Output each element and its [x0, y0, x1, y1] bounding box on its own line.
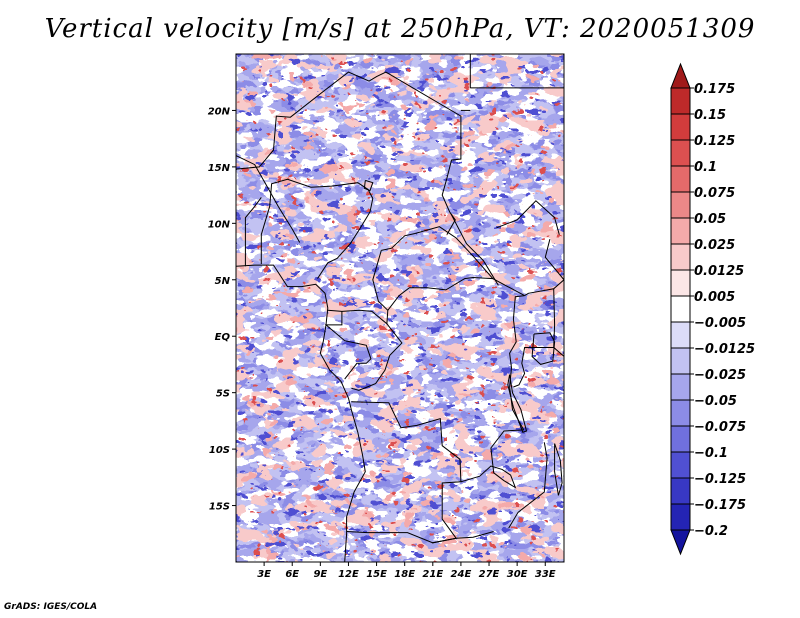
colorbar-label: 0.0125: [694, 264, 744, 279]
x-tick-label: 18E: [394, 569, 415, 580]
colorbar-label: 0.005: [694, 290, 735, 305]
colorbar-label: −0.125: [694, 472, 746, 487]
x-tick-label: 33E: [535, 569, 556, 580]
colorbar-label: −0.075: [694, 420, 746, 435]
colorbar-label: 0.1: [694, 160, 717, 175]
field-layer-6: [236, 54, 564, 562]
x-tick-label: 15E: [366, 569, 387, 580]
border-line: [346, 531, 494, 544]
colorbar-label: 0.15: [694, 108, 726, 123]
x-tick-label: 24E: [451, 569, 472, 580]
border-line: [363, 179, 374, 192]
country-borders: [236, 54, 564, 562]
y-axis: 20N 15N 10N 5N EQ 5S 10S 15S: [208, 106, 236, 513]
x-tick-label: 30E: [507, 569, 528, 580]
colorbar-label: −0.1: [694, 446, 728, 461]
border-line: [244, 197, 262, 267]
colorbar-box: [670, 87, 691, 115]
border-line: [524, 238, 564, 297]
y-tick-label: 15N: [208, 163, 231, 174]
colorbar-box: [670, 139, 691, 167]
border-line: [496, 200, 560, 235]
x-tick-label: 3E: [257, 569, 271, 580]
colorbar-label: 0.025: [694, 238, 735, 253]
x-tick-label: 12E: [338, 569, 359, 580]
border-line: [236, 264, 366, 562]
y-tick-label: EQ: [215, 332, 231, 343]
border-line: [450, 212, 499, 286]
colorbar-box: [670, 295, 691, 323]
colorbar-box: [670, 503, 691, 531]
border-line: [460, 429, 524, 489]
colorbar-box: [670, 191, 691, 219]
colorbar-box: [670, 217, 691, 245]
colorbar-box: [670, 165, 691, 193]
y-tick-label: 20N: [208, 106, 231, 117]
colorbar: 0.175 0.15 0.125 0.1 0.075 0.05 0.025 0.0125 0.0…: [670, 62, 755, 556]
x-tick-label: 6E: [285, 569, 299, 580]
border-line: [260, 178, 374, 279]
colorbar-upper-arrow: [670, 62, 691, 89]
border-line: [554, 443, 563, 496]
colorbar-box: [670, 269, 691, 297]
y-tick-label: 10N: [208, 219, 231, 230]
x-axis: 3E 6E 9E 12E 15E 18E 21E 24E 27E 30E 33E: [257, 562, 556, 580]
border-line: [507, 374, 528, 433]
colorbar-box: [670, 347, 691, 375]
border-line: [324, 311, 372, 380]
colorbar-label: 0.175: [694, 82, 735, 97]
border-line: [513, 347, 532, 388]
colorbar-box: [670, 373, 691, 401]
colorbar-box: [670, 321, 691, 349]
grads-credit: GrADS: IGES/COLA: [4, 602, 98, 612]
colorbar-box: [670, 451, 691, 479]
colorbar-label: −0.05: [694, 394, 737, 409]
colorbar-label: 0.125: [694, 134, 735, 149]
border-line: [381, 226, 525, 297]
border-line: [351, 323, 403, 391]
colorbar-label: 0.075: [694, 186, 735, 201]
colorbar-lower-arrow: [670, 529, 691, 556]
border-line: [509, 295, 525, 431]
colorbar-box: [670, 243, 691, 271]
y-tick-label: 15S: [209, 502, 230, 513]
y-tick-label: 10S: [209, 445, 230, 456]
vertical-velocity-field: [236, 54, 564, 562]
x-tick-label: 27E: [479, 569, 500, 580]
colorbar-label: −0.175: [694, 498, 746, 513]
border-line: [387, 276, 493, 311]
colorbar-label: 0.05: [694, 212, 726, 227]
colorbar-label: −0.2: [694, 524, 728, 539]
colorbar-label: −0.025: [694, 368, 746, 383]
border-line: [531, 288, 556, 348]
border-line: [236, 155, 301, 243]
y-tick-label: 5S: [216, 389, 230, 400]
x-tick-label: 21E: [422, 569, 443, 580]
colorbar-box: [670, 477, 691, 505]
plot-frame: [235, 53, 565, 563]
y-tick-label: 5N: [215, 276, 231, 287]
colorbar-box: [670, 113, 691, 141]
border-line: [531, 332, 556, 365]
border-line: [508, 442, 548, 529]
colorbar-box: [670, 425, 691, 453]
x-tick-label: 9E: [313, 569, 327, 580]
colorbar-label: −0.0125: [694, 342, 755, 357]
colorbar-label: −0.005: [694, 316, 746, 331]
colorbar-box: [670, 399, 691, 427]
border-line: [236, 71, 462, 235]
chart-title: Vertical velocity [m/s] at 250hPa, VT: 2…: [44, 14, 756, 44]
